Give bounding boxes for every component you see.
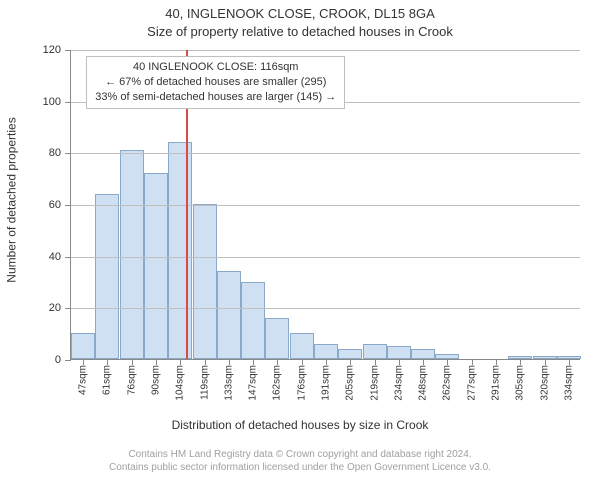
xtick-label: 205sqm — [345, 365, 356, 401]
xtick-label: 291sqm — [491, 365, 502, 401]
ytick-mark — [65, 50, 71, 51]
xtick-label: 320sqm — [539, 365, 550, 401]
footer-attribution: Contains HM Land Registry data © Crown c… — [0, 448, 600, 474]
ytick-mark — [65, 102, 71, 103]
xtick-label: 90sqm — [151, 365, 162, 395]
histogram-bar — [265, 318, 289, 359]
chart-plot-area: 02040608010012047sqm61sqm76sqm90sqm104sq… — [70, 50, 580, 360]
y-axis-label-wrap: Number of detached properties — [4, 0, 20, 400]
ytick-label: 100 — [43, 96, 61, 108]
xtick-label: 191sqm — [321, 365, 332, 401]
footer-line-2: Contains public sector information licen… — [0, 461, 600, 474]
page-root: 40, INGLENOOK CLOSE, CROOK, DL15 8GA Siz… — [0, 0, 600, 500]
xtick-label: 305sqm — [515, 365, 526, 401]
ytick-label: 60 — [49, 199, 61, 211]
histogram-bar — [363, 344, 387, 360]
ytick-label: 120 — [43, 44, 61, 56]
footer-line-1: Contains HM Land Registry data © Crown c… — [0, 448, 600, 461]
ytick-mark — [65, 205, 71, 206]
title-line-1: 40, INGLENOOK CLOSE, CROOK, DL15 8GA — [0, 6, 600, 21]
ytick-label: 40 — [49, 251, 61, 263]
gridline — [71, 50, 580, 51]
title-line-2: Size of property relative to detached ho… — [0, 24, 600, 39]
gridline — [71, 308, 580, 309]
ytick-label: 0 — [55, 354, 61, 366]
xtick-label: 147sqm — [248, 365, 259, 401]
xtick-label: 162sqm — [272, 365, 283, 401]
annotation-line: ← 67% of detached houses are smaller (29… — [95, 75, 336, 90]
xtick-label: 334sqm — [563, 365, 574, 401]
histogram-bar — [314, 344, 338, 360]
xtick-label: 47sqm — [78, 365, 89, 395]
xtick-label: 277sqm — [466, 365, 477, 401]
histogram-bar — [193, 204, 217, 359]
ytick-mark — [65, 308, 71, 309]
xtick-label: 219sqm — [369, 365, 380, 401]
xtick-label: 119sqm — [199, 365, 210, 400]
histogram-bar — [411, 349, 435, 359]
annotation-line: 40 INGLENOOK CLOSE: 116sqm — [95, 60, 336, 75]
histogram-bar — [290, 333, 314, 359]
gridline — [71, 257, 580, 258]
ytick-mark — [65, 360, 71, 361]
histogram-bar — [95, 194, 119, 359]
xtick-label: 234sqm — [393, 365, 404, 401]
xtick-label: 248sqm — [418, 365, 429, 401]
xtick-label: 176sqm — [296, 365, 307, 401]
histogram-bar — [168, 142, 192, 359]
ytick-label: 80 — [49, 147, 61, 159]
ytick-label: 20 — [49, 302, 61, 314]
histogram-bar — [71, 333, 95, 359]
histogram-bar — [338, 349, 362, 359]
histogram-bar — [387, 346, 411, 359]
y-axis-label: Number of detached properties — [5, 117, 19, 282]
ytick-mark — [65, 153, 71, 154]
xtick-label: 133sqm — [223, 365, 234, 401]
gridline — [71, 153, 580, 154]
histogram-bar — [144, 173, 168, 359]
histogram-bar — [217, 271, 241, 359]
x-axis-label: Distribution of detached houses by size … — [0, 418, 600, 432]
gridline — [71, 205, 580, 206]
histogram-bar — [241, 282, 265, 360]
histogram-bar — [120, 150, 144, 359]
ytick-mark — [65, 257, 71, 258]
xtick-label: 76sqm — [126, 365, 137, 395]
annotation-line: 33% of semi-detached houses are larger (… — [95, 90, 336, 105]
xtick-label: 262sqm — [442, 365, 453, 401]
xtick-label: 104sqm — [175, 365, 186, 401]
annotation-box: 40 INGLENOOK CLOSE: 116sqm← 67% of detac… — [86, 56, 345, 109]
xtick-label: 61sqm — [102, 365, 113, 395]
